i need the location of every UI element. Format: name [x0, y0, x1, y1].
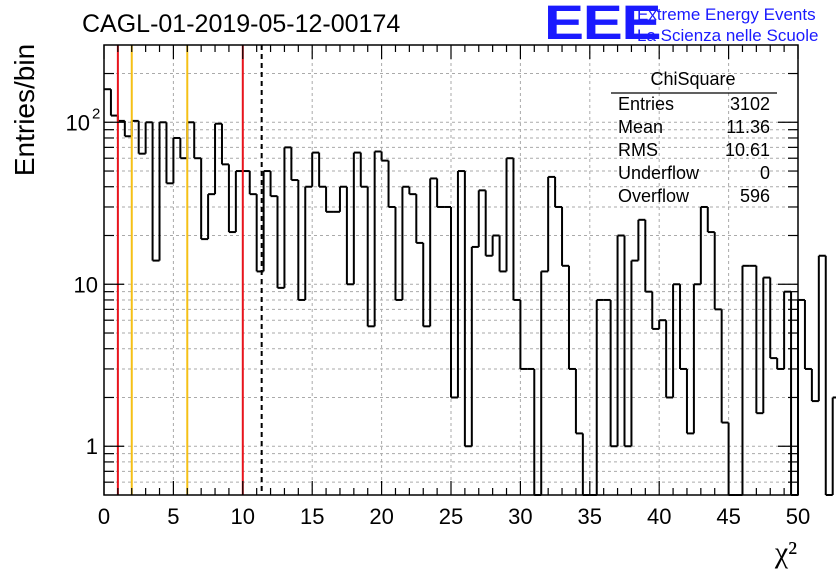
- stats-value: 10.61: [725, 140, 770, 160]
- stats-label: RMS: [618, 140, 658, 160]
- stats-title: ChiSquare: [650, 69, 735, 89]
- x-tick-label: 20: [369, 504, 393, 529]
- x-tick-label: 0: [98, 504, 110, 529]
- histogram-bars: [104, 88, 836, 496]
- x-tick-label: 35: [578, 504, 602, 529]
- logo-mark: EEE: [544, 0, 662, 50]
- axis-ticks: [103, 45, 799, 495]
- logo-line-2: La Scienza nelle Scuole: [637, 26, 819, 45]
- stats-value: 0: [760, 163, 770, 183]
- y-tick-label: 10: [66, 110, 90, 135]
- stats-label: Mean: [618, 117, 663, 137]
- stats-label: Overflow: [618, 186, 690, 206]
- x-tick-label: 25: [439, 504, 463, 529]
- y-tick-label: 1: [86, 434, 98, 459]
- stats-value: 596: [740, 186, 770, 206]
- x-tick-label: 10: [231, 504, 255, 529]
- x-tick-label: 45: [716, 504, 740, 529]
- x-tick-label: 15: [300, 504, 324, 529]
- x-axis-label: χ²: [774, 536, 797, 569]
- y-tick-label: 10: [74, 272, 98, 297]
- x-tick-label: 40: [647, 504, 671, 529]
- chart-title: CAGL-01-2019-05-12-00174: [82, 10, 401, 38]
- stats-value: 11.36: [726, 117, 770, 137]
- x-tick-label: 5: [167, 504, 179, 529]
- reference-lines: [116, 45, 263, 495]
- stats-value: 3102: [730, 94, 770, 114]
- y-axis-label: Entries/bin: [9, 44, 40, 176]
- x-tick-label: 30: [508, 504, 532, 529]
- stats-label: Entries: [618, 94, 674, 114]
- y-tick-label-exponent: 2: [92, 105, 100, 122]
- x-tick-label: 50: [786, 504, 810, 529]
- stats-label: Underflow: [618, 163, 700, 183]
- logo-line-1: Extreme Energy Events: [637, 5, 816, 24]
- stats-box: ChiSquare Entries 3102 Mean 11.36 RMS 10.61 Un…: [611, 69, 777, 206]
- x-tick-labels: 0 5 10 15 20 25 30 35 40 45 50: [98, 504, 810, 529]
